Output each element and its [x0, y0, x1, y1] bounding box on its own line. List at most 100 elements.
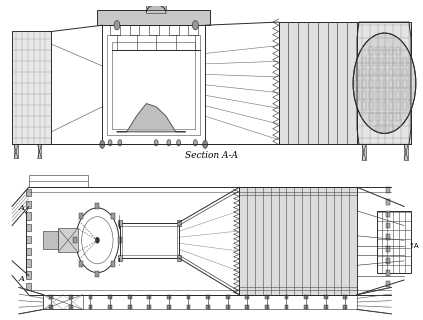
Bar: [343, 305, 347, 309]
Circle shape: [108, 140, 112, 146]
Bar: [382, 124, 387, 132]
Bar: [396, 47, 400, 55]
Bar: [324, 295, 328, 299]
Bar: [95, 271, 99, 277]
Bar: [108, 295, 112, 299]
Bar: [26, 236, 31, 243]
Bar: [49, 295, 53, 299]
Bar: [304, 305, 308, 309]
Bar: [26, 224, 31, 231]
Bar: [12, 31, 51, 144]
Bar: [355, 91, 359, 99]
Bar: [147, 305, 151, 309]
Bar: [118, 237, 122, 243]
Bar: [387, 270, 390, 276]
Bar: [189, 25, 198, 35]
Bar: [239, 195, 357, 287]
Bar: [44, 231, 58, 249]
Bar: [111, 213, 115, 219]
Bar: [389, 124, 393, 132]
Bar: [403, 58, 407, 66]
Bar: [95, 204, 99, 209]
Bar: [149, 25, 159, 35]
Bar: [362, 69, 366, 77]
Bar: [387, 258, 390, 264]
Bar: [396, 80, 400, 88]
Bar: [387, 199, 390, 205]
Bar: [122, 226, 177, 255]
Bar: [362, 91, 366, 99]
Bar: [376, 47, 379, 55]
Bar: [26, 248, 31, 255]
Bar: [369, 80, 373, 88]
Bar: [279, 22, 357, 144]
Bar: [369, 69, 373, 77]
Bar: [97, 10, 210, 25]
Circle shape: [193, 140, 197, 146]
Bar: [396, 113, 400, 121]
Bar: [389, 69, 393, 77]
Bar: [107, 35, 200, 135]
Bar: [38, 144, 41, 158]
Bar: [376, 211, 411, 273]
Bar: [169, 25, 179, 35]
Circle shape: [167, 140, 171, 146]
Bar: [387, 246, 390, 252]
Bar: [362, 58, 366, 66]
Bar: [112, 43, 195, 129]
Circle shape: [353, 33, 416, 133]
Bar: [387, 282, 390, 287]
Bar: [355, 69, 359, 77]
Bar: [403, 91, 407, 99]
Bar: [376, 80, 379, 88]
Bar: [389, 80, 393, 88]
Bar: [49, 305, 53, 309]
Bar: [110, 25, 120, 35]
Bar: [403, 69, 407, 77]
Bar: [403, 80, 407, 88]
Bar: [376, 102, 379, 110]
Text: A: A: [19, 204, 25, 212]
Text: A: A: [19, 275, 25, 283]
Bar: [265, 295, 269, 299]
Bar: [362, 102, 366, 110]
Bar: [387, 187, 390, 193]
Bar: [369, 91, 373, 99]
Bar: [44, 295, 82, 309]
Bar: [167, 305, 171, 309]
Bar: [102, 13, 205, 25]
Bar: [88, 295, 93, 299]
Bar: [206, 305, 210, 309]
Bar: [226, 295, 230, 299]
Bar: [369, 102, 373, 110]
Bar: [239, 187, 357, 295]
Bar: [304, 295, 308, 299]
Bar: [187, 305, 190, 309]
Circle shape: [177, 140, 181, 146]
Bar: [245, 295, 249, 299]
Bar: [362, 80, 366, 88]
Bar: [389, 91, 393, 99]
Bar: [130, 25, 140, 35]
Bar: [376, 69, 379, 77]
Bar: [389, 47, 393, 55]
Bar: [120, 223, 179, 258]
Bar: [177, 255, 181, 261]
Bar: [376, 113, 379, 121]
Bar: [88, 305, 93, 309]
Bar: [387, 234, 390, 240]
Bar: [80, 213, 83, 219]
Bar: [382, 80, 387, 88]
Bar: [29, 175, 88, 187]
Bar: [26, 189, 31, 196]
Bar: [396, 102, 400, 110]
Bar: [226, 305, 230, 309]
Bar: [14, 144, 18, 158]
Bar: [387, 223, 390, 228]
Text: Section A-A: Section A-A: [184, 151, 237, 160]
Bar: [44, 295, 357, 309]
Bar: [382, 47, 387, 55]
Bar: [404, 144, 408, 160]
Circle shape: [118, 140, 122, 146]
Bar: [382, 102, 387, 110]
